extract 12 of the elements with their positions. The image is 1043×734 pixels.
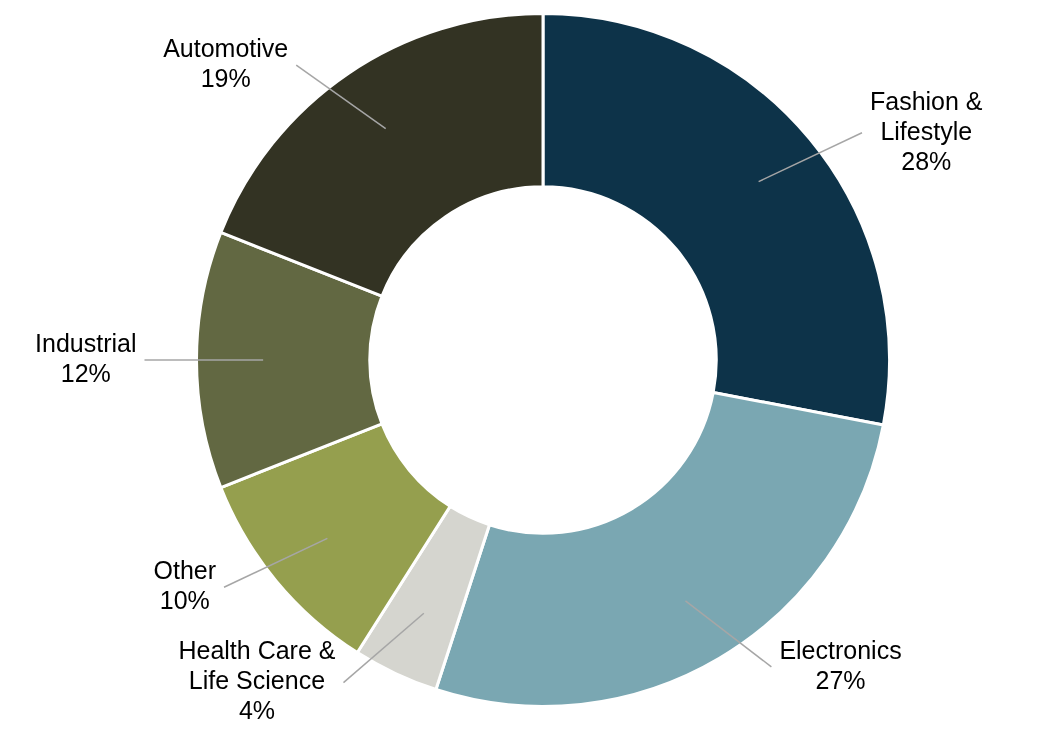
data-label: 28% [901, 146, 952, 175]
data-label: 10% [159, 586, 210, 615]
data-label: 19% [200, 64, 251, 93]
slice-label: Automotive [163, 34, 289, 63]
slice-label: Electronics [779, 635, 902, 664]
slice-label: Health Care & Life Science [178, 636, 336, 695]
slice-label: Industrial [35, 328, 137, 357]
data-label: 12% [60, 358, 111, 387]
slice-label: Other [153, 556, 217, 585]
data-label: 4% [238, 696, 276, 725]
slice-label: Fashion & Lifestyle [869, 86, 983, 145]
data-label: 27% [815, 665, 866, 694]
